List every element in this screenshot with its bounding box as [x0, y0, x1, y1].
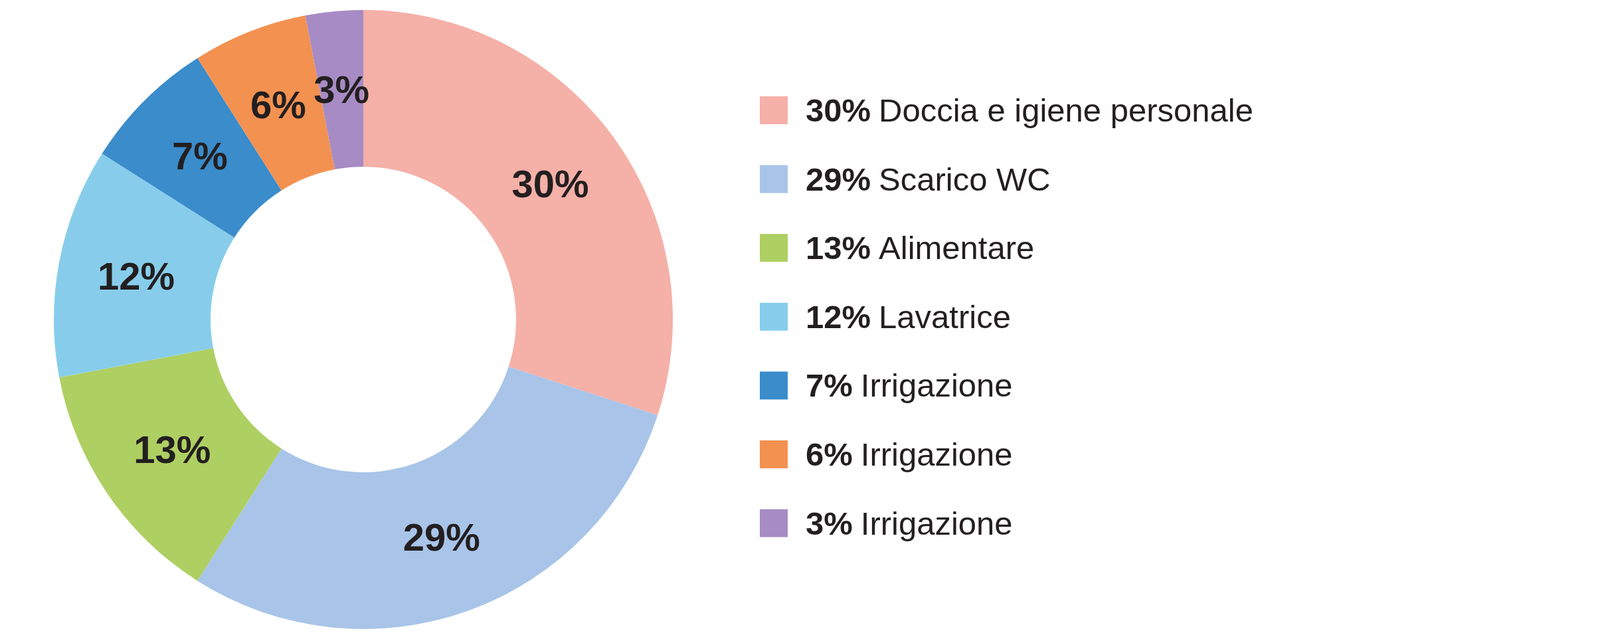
legend-swatch: [759, 165, 788, 194]
legend-value: 29%: [805, 161, 871, 198]
legend-entry: 29%Scarico WC: [805, 161, 1051, 198]
legend-label: Alimentare: [878, 229, 1035, 266]
slice: [363, 9, 673, 416]
legend-value: 7%: [805, 367, 853, 404]
data-labels: 30% 29% 13% 12% 7% 6%3%: [97, 67, 589, 559]
legend-entry: 7%Irrigazione: [805, 367, 1013, 404]
legend-label: Lavatrice: [878, 298, 1011, 335]
legend-label: Irrigazione: [860, 505, 1013, 542]
legend-swatch: [759, 440, 788, 469]
data-label: 13%: [133, 427, 211, 471]
data-label: 30%: [511, 162, 589, 206]
legend-entry: 6%Irrigazione: [805, 436, 1013, 473]
legend-swatch: [759, 371, 788, 400]
legend-value: 12%: [805, 298, 871, 335]
data-label: 7%: [172, 134, 228, 178]
chart: 30%29%13%12%7%6%3%30%Doccia e igiene per…: [0, 0, 1600, 641]
slice: [59, 348, 282, 581]
legend-label: Irrigazione: [860, 367, 1013, 404]
legend-entry: 12%Lavatrice: [805, 298, 1011, 335]
legend-swatch: [759, 233, 788, 262]
slice: [197, 366, 658, 629]
legend-entry: 30%Doccia e igiene personale: [805, 92, 1254, 129]
legend: 30%Doccia e igiene personale29%Scarico W…: [759, 92, 1254, 542]
data-label: 12%: [97, 254, 175, 298]
data-label: 6%: [250, 83, 307, 127]
legend-label: Irrigazione: [860, 436, 1013, 473]
legend-swatch: [759, 302, 788, 331]
legend-value: 6%: [805, 436, 853, 473]
legend-value: 3%: [805, 505, 853, 542]
data-label: 3%: [313, 67, 370, 111]
legend-swatch: [759, 509, 788, 538]
legend-value: 13%: [805, 229, 871, 266]
legend-value: 30%: [805, 92, 871, 129]
legend-label: Doccia e igiene personale: [878, 92, 1254, 129]
data-label: 29%: [403, 515, 481, 559]
legend-swatch: [759, 96, 788, 125]
legend-entry: 3%Irrigazione: [805, 505, 1013, 542]
legend-entry: 13%Alimentare: [805, 229, 1035, 266]
slices: [53, 9, 673, 629]
legend-label: Scarico WC: [878, 161, 1051, 198]
